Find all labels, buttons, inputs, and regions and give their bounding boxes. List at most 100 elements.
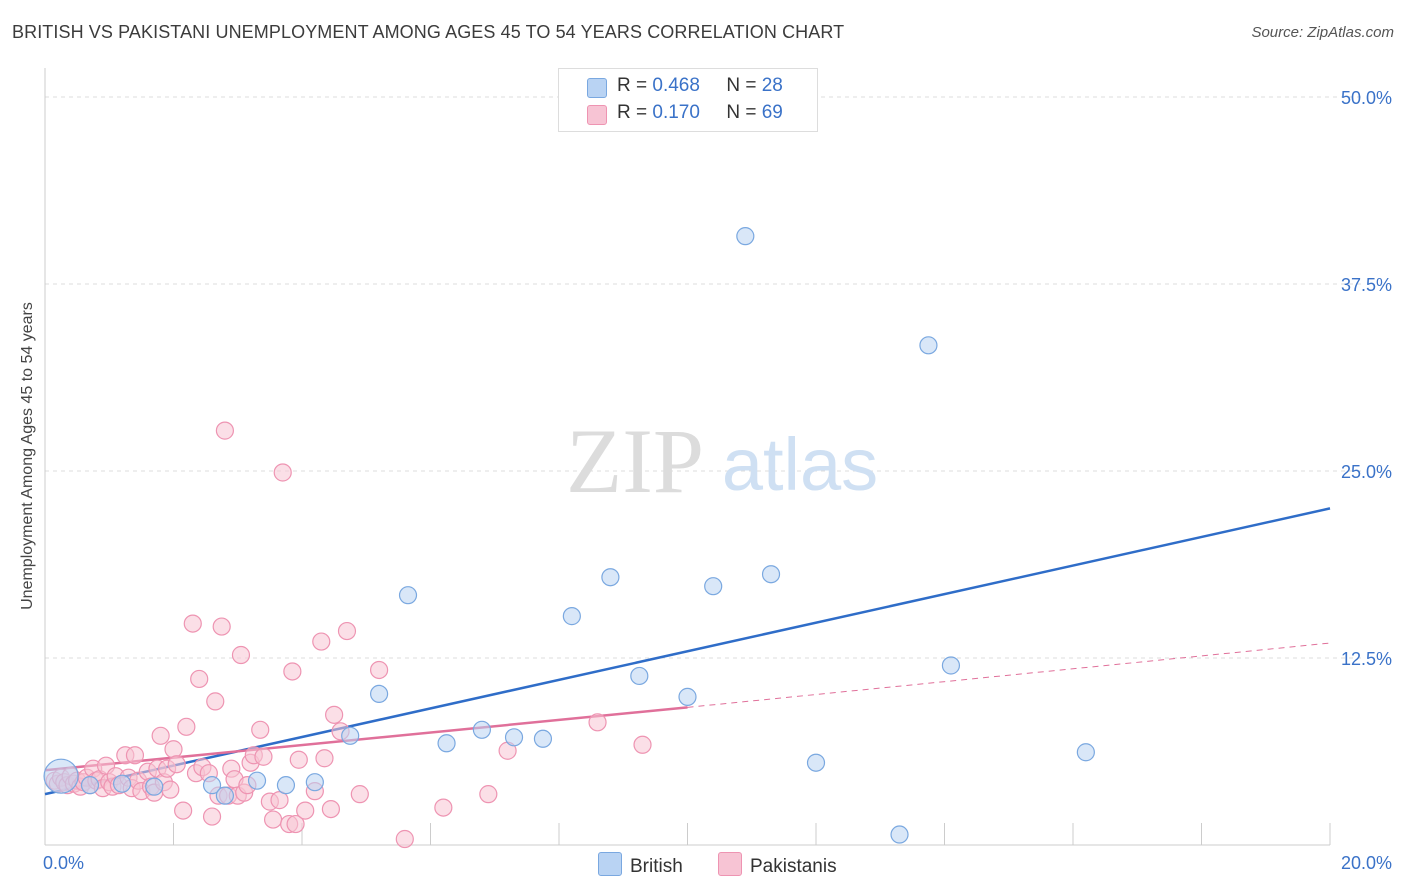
pakistani-trend-extension	[687, 642, 1331, 708]
pakistani-r-value: 0.170	[652, 102, 700, 123]
british-point-11	[398, 586, 418, 605]
pakistani-n-label: N =	[726, 102, 757, 123]
british-n-value: 28	[761, 75, 783, 96]
y-tick-label-3: 50.0%	[1341, 88, 1392, 108]
pakistani-point-41	[190, 669, 209, 689]
british-point-17	[601, 568, 620, 587]
british-point-14	[504, 728, 524, 747]
pakistani-point-82	[588, 713, 607, 732]
british-point-12	[437, 734, 456, 753]
y-tick-label-2: 37.5%	[1341, 275, 1392, 295]
british-point-7	[276, 776, 296, 795]
british-point-15	[533, 729, 553, 748]
pakistani-point-48	[215, 421, 234, 440]
pakistani-trend-line	[44, 706, 688, 772]
gridlines	[45, 96, 1365, 659]
pakistani-point-63	[273, 463, 292, 482]
pakistani-point-24	[125, 746, 145, 765]
pakistani-point-36	[167, 755, 186, 774]
pakistani-point-75	[337, 621, 357, 641]
british-point-20	[704, 577, 723, 596]
british-trend-line	[44, 507, 1331, 796]
british-point-25	[919, 336, 938, 355]
pakistani-point-76	[350, 785, 369, 804]
pakistani-point-70	[312, 632, 331, 651]
pakistani-point-72	[321, 799, 341, 819]
british-swatch	[587, 78, 607, 98]
pakistani-point-37	[174, 801, 193, 820]
british-point-13	[472, 720, 491, 739]
y-tick-label-0: 12.5%	[1341, 649, 1392, 669]
pakistani-point-83	[633, 735, 652, 754]
british-point-4	[202, 776, 222, 795]
pakistani-point-34	[161, 780, 180, 799]
pakistani-point-61	[263, 810, 283, 829]
pakistani-point-73	[325, 705, 344, 724]
pakistani-point-35	[164, 740, 183, 759]
tick-labels: 12.5% 25.0% 37.5% 50.0% 0.0% 20.0%	[43, 88, 1392, 873]
pakistani-point-39	[183, 614, 202, 633]
british-point-21	[736, 227, 755, 246]
watermark-atlas: atlas	[722, 423, 878, 506]
british-point-6	[247, 771, 267, 790]
pakistani-point-79	[434, 798, 453, 817]
pakistani-legend-swatch	[718, 852, 742, 876]
pakistani-swatch	[587, 105, 607, 125]
source-label: Source: ZipAtlas.com	[1251, 24, 1394, 41]
british-point-18	[630, 666, 649, 686]
watermark: ZIP atlas	[566, 410, 878, 512]
british-n-label: N =	[726, 75, 757, 96]
pakistani-legend-label: Pakistanis	[750, 856, 837, 877]
correlation-legend: R = 0.468 N = 28 R = 0.170 N = 69	[558, 68, 818, 132]
watermark-zip: ZIP	[566, 410, 704, 512]
british-point-16	[562, 607, 581, 626]
pakistani-point-47	[212, 617, 231, 636]
pakistani-point-58	[251, 720, 270, 739]
pakistani-point-66	[286, 814, 305, 834]
pakistani-point-31	[151, 726, 170, 745]
british-point-22	[761, 565, 781, 584]
pakistani-point-80	[479, 785, 498, 804]
pakistani-point-77	[370, 660, 389, 680]
british-point-0	[43, 758, 79, 794]
british-legend-label: British	[630, 856, 683, 877]
british-point-19	[678, 687, 697, 706]
pakistani-point-68	[296, 801, 315, 820]
axes	[44, 68, 1331, 846]
pakistani-n-value: 69	[761, 102, 783, 123]
pakistani-point-62	[270, 791, 289, 810]
pakistani-point-65	[283, 662, 302, 681]
chart-title: BRITISH VS PAKISTANI UNEMPLOYMENT AMONG …	[12, 22, 845, 42]
british-point-3	[145, 777, 164, 796]
bottom-legend-british: British	[598, 852, 683, 878]
british-point-10	[370, 684, 389, 704]
british-point-24	[890, 825, 909, 844]
british-point-2	[112, 774, 132, 793]
british-r-value: 0.468	[652, 75, 700, 96]
british-point-1	[80, 776, 100, 795]
british-point-5	[215, 786, 234, 805]
trend-lines	[44, 507, 1331, 796]
y-axis-label: Unemployment Among Ages 45 to 54 years	[19, 302, 36, 610]
pakistani-point-44	[202, 807, 222, 826]
x-tick-label-1: 20.0%	[1341, 853, 1392, 873]
pakistani-point-78	[395, 829, 414, 849]
british-point-9	[341, 726, 360, 745]
british-point-27	[1076, 743, 1095, 762]
data-points	[43, 227, 1095, 849]
pakistani-r-label: R =	[617, 102, 648, 123]
x-tick-label-0: 0.0%	[43, 853, 84, 873]
pakistani-point-67	[289, 750, 308, 769]
y-tick-label-1: 25.0%	[1341, 462, 1392, 482]
pakistani-point-38	[177, 717, 196, 736]
british-point-23	[806, 753, 826, 772]
pakistani-point-53	[231, 645, 251, 665]
british-point-26	[941, 656, 961, 675]
pakistani-point-71	[315, 749, 334, 768]
bottom-legend-pakistanis: Pakistanis	[718, 852, 837, 878]
british-point-8	[305, 773, 324, 792]
british-legend-swatch	[598, 852, 622, 876]
british-r-label: R =	[617, 75, 648, 96]
pakistani-point-45	[206, 692, 225, 711]
